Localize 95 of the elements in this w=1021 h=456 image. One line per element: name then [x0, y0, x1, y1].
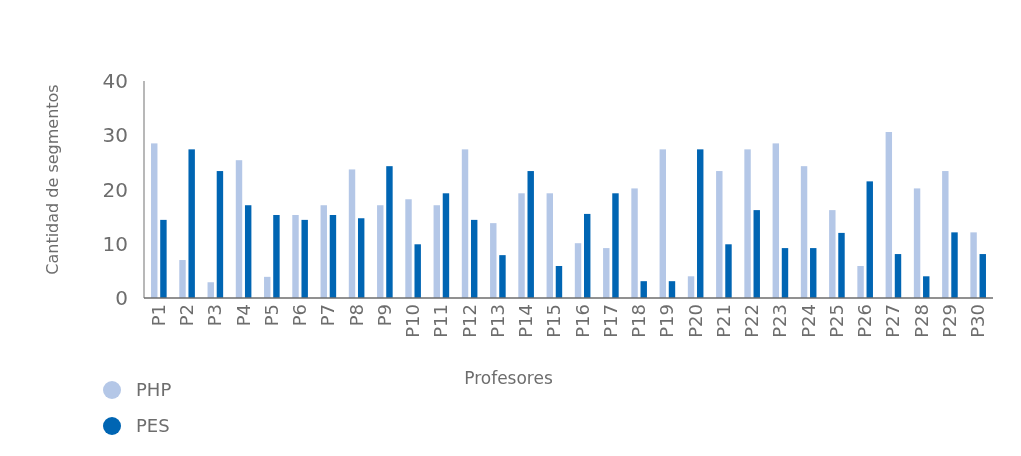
bar: [772, 143, 780, 298]
bar: [188, 149, 195, 298]
bar: [442, 193, 450, 298]
bar: [744, 149, 751, 298]
bar: [273, 215, 280, 298]
x-tick-label: P15: [543, 304, 565, 338]
x-tick-label: P27: [882, 304, 904, 338]
bar: [951, 232, 958, 298]
bar: [151, 143, 158, 298]
legend-label: PES: [136, 415, 170, 437]
bar: [329, 215, 337, 298]
bar: [320, 205, 327, 298]
bar: [499, 255, 506, 298]
y-tick-label: 0: [115, 286, 128, 310]
x-tick-label: P8: [345, 304, 367, 327]
bar: [716, 171, 723, 298]
bar: [235, 160, 243, 298]
x-tick-label: P1: [147, 304, 169, 327]
bar: [659, 149, 667, 298]
x-tick-label: P19: [656, 304, 678, 338]
x-tick-label: P3: [204, 304, 226, 327]
bar: [216, 171, 224, 298]
bar: [923, 276, 930, 298]
bar: [584, 213, 591, 298]
bar: [301, 219, 308, 298]
bar: [518, 193, 525, 298]
x-tick-label: P18: [628, 304, 650, 338]
x-tick-label: P24: [797, 304, 819, 338]
bar: [687, 276, 695, 298]
y-tick-label: 30: [102, 123, 128, 148]
x-tick-label: P9: [373, 304, 395, 327]
bar: [753, 210, 760, 298]
x-tick-label: P12: [458, 304, 480, 338]
bar: [555, 265, 563, 298]
bar: [857, 265, 864, 298]
bar: [414, 244, 421, 298]
bar: [631, 188, 638, 298]
y-tick-label: 40: [102, 69, 128, 93]
bar: [470, 219, 478, 298]
bar: [810, 248, 817, 298]
bar: [829, 210, 836, 298]
x-tick-label: P30: [967, 304, 989, 338]
x-tick-label: P10: [402, 304, 424, 338]
x-tick-label: P5: [260, 304, 282, 327]
legend-label: PHP: [136, 379, 172, 401]
x-tick-label: P29: [938, 304, 960, 338]
x-tick-label: P23: [769, 304, 791, 338]
bar: [357, 218, 365, 298]
bar: [574, 243, 582, 298]
x-tick-label: P4: [232, 304, 254, 327]
x-tick-label: P26: [854, 304, 876, 338]
bar: [377, 205, 384, 298]
y-axis-title: Cantidad de segmentos: [43, 84, 62, 275]
bar: [913, 188, 921, 298]
bar: [970, 232, 977, 298]
x-tick-label: P22: [741, 304, 763, 338]
x-tick-label: P20: [684, 304, 706, 338]
bar: [244, 205, 252, 298]
bar: [179, 260, 186, 298]
bar: [894, 254, 902, 298]
x-tick-label: P28: [910, 304, 932, 338]
bar: [866, 181, 873, 298]
bar: [979, 254, 986, 298]
x-tick-label: P13: [486, 304, 508, 338]
bar: [490, 223, 497, 298]
y-tick-label: 20: [102, 177, 128, 202]
bar: [546, 193, 553, 298]
bar: [160, 219, 167, 298]
x-tick-label: P7: [317, 304, 339, 327]
bar: [838, 232, 845, 298]
bar: [405, 199, 412, 298]
bar: [942, 171, 949, 298]
x-tick-label: P25: [825, 304, 847, 338]
bar: [612, 193, 619, 298]
bar: [433, 205, 440, 298]
x-tick-label: P6: [289, 304, 311, 327]
bar: [348, 169, 356, 298]
bar: [697, 149, 704, 298]
x-tick-label: P17: [599, 304, 621, 338]
x-tick-label: P14: [515, 304, 537, 338]
x-axis-title: Profesores: [464, 368, 553, 388]
bar: [461, 149, 469, 298]
y-tick-label: 10: [102, 231, 128, 256]
bar: [885, 132, 893, 298]
bar: [292, 215, 299, 298]
x-tick-label: P21: [712, 304, 734, 338]
x-tick-label: P2: [176, 304, 198, 327]
bar: [603, 248, 610, 298]
bar: [781, 248, 789, 298]
bar: [800, 166, 808, 298]
x-tick-label: P16: [571, 304, 593, 338]
bar: [725, 244, 732, 298]
x-tick-label: P11: [430, 304, 452, 338]
bar: [527, 171, 534, 298]
bar: [386, 166, 393, 298]
